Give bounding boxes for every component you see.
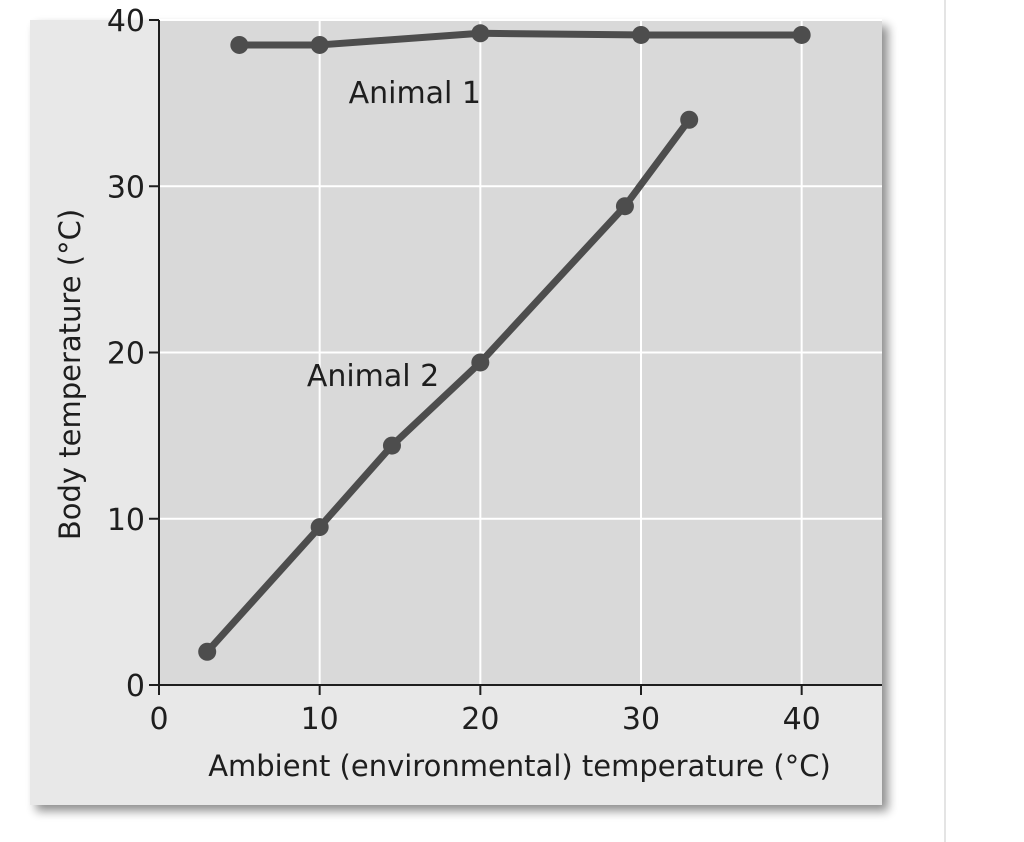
x-tick-label-10: 10	[301, 702, 339, 737]
series-2-point-5	[615, 197, 634, 216]
series-2-line	[203, 116, 693, 656]
series-2-point-4	[471, 353, 490, 372]
series-1-point-4	[632, 25, 650, 44]
series-1-point-3	[471, 24, 490, 43]
x-tick-label-20: 20	[461, 702, 499, 737]
series-label-animal-1: Animal 1	[349, 76, 481, 111]
x-tick-label-0: 0	[149, 702, 168, 737]
y-axis-title: Body temperature (°C)	[53, 209, 87, 540]
y-tick-label-20: 20	[107, 337, 145, 372]
x-tick-label-40: 40	[783, 702, 821, 737]
series-2-point-3	[382, 436, 401, 455]
data-series	[198, 24, 811, 661]
series-1-point-1	[230, 35, 249, 54]
axes	[149, 19, 882, 695]
y-tick-label-30: 30	[107, 170, 145, 205]
y-tick-label-10: 10	[107, 503, 145, 538]
grid-lines	[159, 19, 882, 685]
tick-labels: 0 10 20 30 40 0 10 20 30 40	[107, 4, 821, 737]
y-tick-label-40: 40	[107, 4, 145, 39]
series-2-point-1	[198, 642, 217, 661]
series-label-animal-2: Animal 2	[307, 359, 439, 394]
series-2-point-6	[680, 110, 699, 129]
series-1-point-2	[310, 35, 329, 54]
y-tick-label-0: 0	[126, 669, 145, 704]
series-1-point-5	[792, 25, 811, 44]
x-axis-title: Ambient (environmental) temperature (°C)	[208, 749, 831, 783]
x-tick-label-30: 30	[622, 702, 660, 737]
series-2-point-2	[310, 518, 329, 537]
series-1	[230, 24, 811, 54]
series-2	[198, 110, 699, 661]
